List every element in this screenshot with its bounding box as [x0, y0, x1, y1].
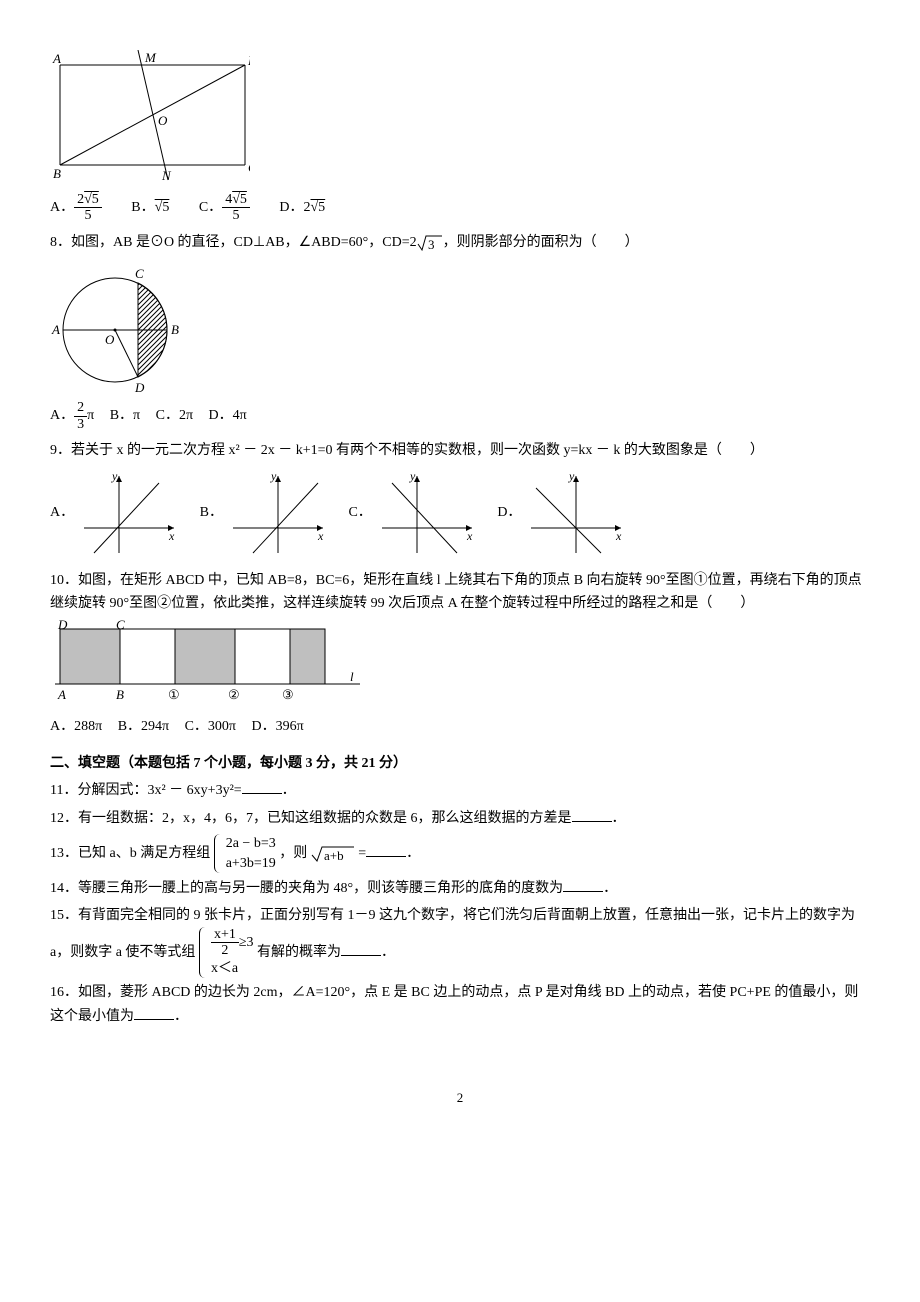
q13-pre: 13．已知 a、b 满足方程组 [50, 846, 210, 861]
q10-figure: D C A B ① ② ③ l [50, 619, 870, 714]
q10-opt-b: B．294π [118, 716, 169, 738]
q8-figure: A B C D O [50, 258, 870, 398]
svg-text:x: x [615, 529, 622, 543]
q12-period: ． [612, 811, 626, 826]
svg-text:y: y [568, 469, 575, 483]
q15-period: ． [381, 945, 395, 960]
section2-head: 二、填空题（本题包括 7 个小题，每小题 3 分，共 21 分） [50, 753, 870, 775]
svg-text:x: x [317, 529, 324, 543]
q8-opt-d: D．4π [209, 405, 247, 427]
svg-text:l: l [350, 669, 354, 684]
q13-cases: 2a − b=3 a+3b=19 [214, 834, 276, 873]
q13-case-r1: 2a − b=3 [226, 834, 276, 854]
svg-text:B: B [171, 322, 179, 337]
q16-blank [134, 1005, 174, 1020]
q14-text: 14．等腰三角形一腰上的高与另一腰的夹角为 48°，则该等腰三角形的底角的度数为 [50, 881, 563, 896]
svg-text:y: y [111, 469, 118, 483]
q11-period: ． [282, 783, 296, 798]
q13-period: ． [406, 846, 420, 861]
q9-opt-a: A． yx [50, 468, 184, 558]
svg-text:A: A [52, 51, 61, 66]
svg-text:x: x [168, 529, 175, 543]
svg-text:①: ① [168, 687, 180, 702]
q13-case-r2: a+3b=19 [226, 854, 276, 874]
svg-text:A: A [57, 687, 66, 702]
q15-cases: x+12≥3 x＜a [199, 927, 254, 978]
svg-text:3: 3 [428, 237, 435, 252]
q15-case-r2: x＜a [211, 959, 254, 979]
svg-text:C: C [135, 266, 144, 281]
q8-text: 8．如图，AB 是⊙O 的直径，CD⊥AB，∠ABD=60°，CD=23，则阴影… [50, 232, 870, 254]
svg-text:D: D [247, 53, 250, 68]
q8-opt-c: C．2π [156, 405, 193, 427]
q10-opt-c: C．300π [185, 716, 236, 738]
q9-options: A． yx B． yx C． yx D． yx [50, 468, 870, 558]
q13: 13．已知 a、b 满足方程组 2a − b=3 a+3b=19 ，则 a+b … [50, 834, 870, 873]
q11-blank [242, 779, 282, 794]
q8-opt-b: B．π [110, 405, 140, 427]
q16-period: ． [174, 1009, 188, 1024]
q7-opt-d: D．2√5 [265, 197, 325, 219]
q15-case-r1: x+12≥3 [211, 927, 254, 959]
q11-text: 11．分解因式：3x² － 6xy+3y²= [50, 783, 242, 798]
q7-opt-a: A．2√55 [50, 192, 102, 224]
q15: 15．有背面完全相同的 9 张卡片，正面分别写有 1－9 这九个数字，将它们洗匀… [50, 905, 870, 979]
q10-opt-d: D．396π [252, 716, 304, 738]
q15-pre: 15．有背面完全相同的 9 张卡片，正面分别写有 1－9 这九个数字，将它们洗匀… [50, 908, 855, 960]
q9-opt-c: C． yx [348, 468, 481, 558]
svg-text:N: N [161, 168, 172, 183]
q10-opt-a: A．288π [50, 716, 102, 738]
q13-post: = [358, 846, 366, 861]
q9-opt-d: D． yx [497, 468, 631, 558]
q7-opt-b: B．√5 [117, 197, 169, 219]
svg-text:O: O [158, 113, 168, 128]
q12-text: 12．有一组数据：2，x，4，6，7，已知这组数据的众数是 6，那么这组数据的方… [50, 811, 572, 826]
svg-text:D: D [57, 619, 68, 632]
svg-text:y: y [270, 469, 277, 483]
svg-text:a+b: a+b [324, 848, 344, 863]
q13-blank [366, 842, 406, 857]
q14-blank [563, 877, 603, 892]
svg-text:C: C [248, 160, 250, 175]
q15-blank [341, 941, 381, 956]
q14-period: ． [603, 881, 617, 896]
q7-options: A．2√55 B．√5 C．4√55 D．2√5 [50, 192, 870, 224]
svg-text:x: x [466, 529, 473, 543]
svg-text:D: D [134, 380, 145, 395]
page-number: 2 [50, 1088, 870, 1109]
q9-text: 9．若关于 x 的一元二次方程 x² － 2x － k+1=0 有两个不相等的实… [50, 440, 870, 462]
q10-text: 10．如图，在矩形 ABCD 中，已知 AB=8，BC=6，矩形在直线 l 上绕… [50, 570, 870, 615]
svg-text:O: O [105, 332, 115, 347]
svg-text:A: A [51, 322, 60, 337]
svg-text:y: y [409, 469, 416, 483]
q10-options: A．288π B．294π C．300π D．396π [50, 716, 870, 739]
q8-options: A．23π B．π C．2π D．4π [50, 400, 870, 432]
q13-mid: ，则 [279, 846, 307, 861]
svg-text:C: C [116, 619, 125, 632]
q8-opt-a: A．23π [50, 400, 94, 432]
svg-text:B: B [53, 166, 61, 181]
svg-text:②: ② [228, 687, 240, 702]
q7-figure: A M D B N C O [50, 50, 870, 190]
svg-text:M: M [144, 50, 157, 65]
q12: 12．有一组数据：2，x，4，6，7，已知这组数据的众数是 6，那么这组数据的方… [50, 807, 870, 830]
q9-opt-b: B． yx [200, 468, 333, 558]
q16: 16．如图，菱形 ABCD 的边长为 2cm，∠A=120°，点 E 是 BC … [50, 982, 870, 1028]
q14: 14．等腰三角形一腰上的高与另一腰的夹角为 48°，则该等腰三角形的底角的度数为… [50, 877, 870, 900]
q12-blank [572, 807, 612, 822]
svg-text:B: B [116, 687, 124, 702]
q11: 11．分解因式：3x² － 6xy+3y²= ． [50, 779, 870, 802]
q15-post: 有解的概率为 [257, 945, 341, 960]
sqrt-icon: a+b [311, 844, 355, 864]
svg-text:③: ③ [282, 687, 294, 702]
q7-opt-c: C．4√55 [185, 192, 250, 224]
